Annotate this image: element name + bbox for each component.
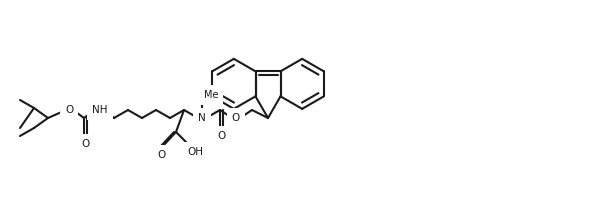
Text: O: O <box>232 113 240 123</box>
Text: Me: Me <box>204 90 218 100</box>
Text: O: O <box>81 139 89 149</box>
Text: NH: NH <box>92 105 108 115</box>
Text: O: O <box>217 131 225 141</box>
Text: OH: OH <box>187 147 203 157</box>
Text: O: O <box>157 150 165 160</box>
Text: N: N <box>198 113 206 123</box>
Text: O: O <box>65 105 73 115</box>
